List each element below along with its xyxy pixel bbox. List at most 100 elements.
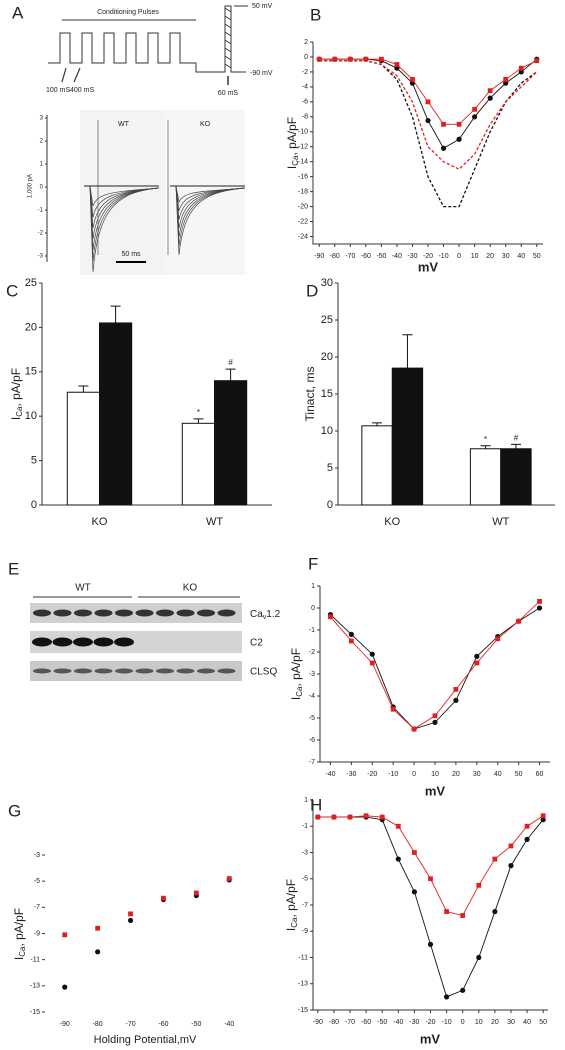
y-axis-label-suffix: , pA/pF <box>284 879 298 918</box>
data-point <box>460 913 466 918</box>
data-point <box>460 987 466 993</box>
y-tick-label: -7 <box>302 902 308 909</box>
panel-label: G <box>8 801 21 820</box>
x-tick-label: -40 <box>325 771 335 778</box>
y-tick-label: 2 <box>304 39 308 46</box>
bar <box>391 367 424 506</box>
panel-label: H <box>310 795 322 814</box>
data-point <box>161 895 166 901</box>
trace-tick-label: -3 <box>38 254 44 260</box>
x-tick-label: -20 <box>423 253 433 260</box>
y-tick-label: -24 <box>298 233 308 240</box>
x-tick-label: 40 <box>494 771 502 778</box>
x-tick-label: -90 <box>60 1021 70 1028</box>
data-point <box>315 814 321 820</box>
trace-tick-label: 2 <box>40 139 44 145</box>
significance-mark: * <box>484 435 487 444</box>
data-point <box>410 77 415 82</box>
y-tick-label: 30 <box>321 277 333 289</box>
blot-band <box>115 668 133 674</box>
panel-label: A <box>12 3 24 22</box>
y-tick-label: 5 <box>327 462 333 474</box>
data-point <box>390 706 396 712</box>
y-axis-label-suffix: , pA/pF <box>285 117 299 156</box>
y-axis-label-text: I <box>12 957 26 960</box>
data-point <box>95 925 101 931</box>
data-point <box>425 117 431 124</box>
x-tick-label: -10 <box>438 253 448 260</box>
data-point <box>492 856 498 862</box>
y-tick-label: -16 <box>298 174 308 181</box>
error-bar <box>110 305 121 323</box>
x-tick-label: -90 <box>313 1019 323 1026</box>
blot-band <box>135 609 154 617</box>
band-label-suffix: 1.2 <box>266 609 280 620</box>
data-point <box>487 88 493 94</box>
significance-mark: # <box>228 358 233 367</box>
y-axis-label-text: I <box>284 928 298 931</box>
y-axis-label-sub: Ca <box>291 155 300 166</box>
data-point <box>378 56 384 62</box>
data-point <box>369 660 375 666</box>
protocol-hatch <box>224 7 232 69</box>
data-point <box>472 106 478 112</box>
y-tick-label: -5 <box>309 715 315 722</box>
data-line <box>319 60 538 170</box>
x-tick-label: -10 <box>442 1019 452 1026</box>
error-bar <box>402 334 413 369</box>
panel-label: D <box>306 281 318 300</box>
data-point <box>127 917 134 924</box>
band-label-text: Ca <box>250 609 263 620</box>
y-tick-label: -7 <box>34 904 40 911</box>
y-tick-label: 0 <box>327 499 333 511</box>
blot-band <box>217 609 236 617</box>
y-tick-label: -6 <box>309 737 315 744</box>
y-tick-label: 10 <box>321 425 333 437</box>
current-trace <box>84 185 160 273</box>
error-bar <box>78 385 89 393</box>
x-tick-label: 20 <box>452 771 460 778</box>
data-point <box>62 932 68 938</box>
significance-mark: * <box>197 408 200 417</box>
x-tick-label: 0 <box>461 1019 465 1026</box>
x-tick-label: -70 <box>345 253 355 260</box>
panel-label: E <box>8 559 19 578</box>
y-axis-label-suffix: , pA/pF <box>9 368 23 407</box>
y-axis-label-text: I <box>289 697 303 700</box>
data-point <box>476 882 482 888</box>
x-tick-label: 10 <box>471 253 479 260</box>
data-point <box>495 636 501 642</box>
band-label: Cav1.2 <box>250 609 281 621</box>
data-point <box>369 651 375 657</box>
y-tick-label: -3 <box>34 852 40 859</box>
chart-panel: G -3 -5 -7 -9 -11 -13 -15 ICa, pA/pF Holding Pote… <box>8 801 234 1045</box>
data-point <box>508 843 514 849</box>
y-tick-label: -9 <box>34 930 40 937</box>
y-axis-label: ICa, pA/pF <box>284 879 299 931</box>
time-label: 60 mS <box>218 90 239 97</box>
data-point <box>411 726 417 732</box>
y-tick-label: -8 <box>302 114 308 121</box>
data-point <box>444 909 449 914</box>
y-tick-label: -2 <box>309 649 315 656</box>
bar <box>181 422 216 506</box>
y-axis-label-suffix: , pA/pF <box>289 648 303 687</box>
error-bar <box>510 443 521 449</box>
x-axis-label: mV <box>425 783 446 798</box>
x-tick-label: 40 <box>523 1019 531 1026</box>
data-point <box>453 697 459 704</box>
blot-strip <box>30 631 242 653</box>
x-tick-label: -40 <box>393 1019 403 1026</box>
y-axis-label-sub: Ca <box>290 917 299 928</box>
y-tick-label: 20 <box>25 321 37 333</box>
x-tick-label: 10 <box>431 771 439 778</box>
band-label: CLSQ <box>250 667 277 678</box>
data-point <box>394 65 400 71</box>
error-bar <box>225 368 236 381</box>
y-tick-label: -10 <box>298 129 308 136</box>
x-tick-label: -20 <box>367 771 377 778</box>
data-point <box>508 863 514 869</box>
y-tick-label: -12 <box>298 144 308 151</box>
y-tick-label: 1 <box>304 797 308 804</box>
data-point <box>503 77 509 82</box>
